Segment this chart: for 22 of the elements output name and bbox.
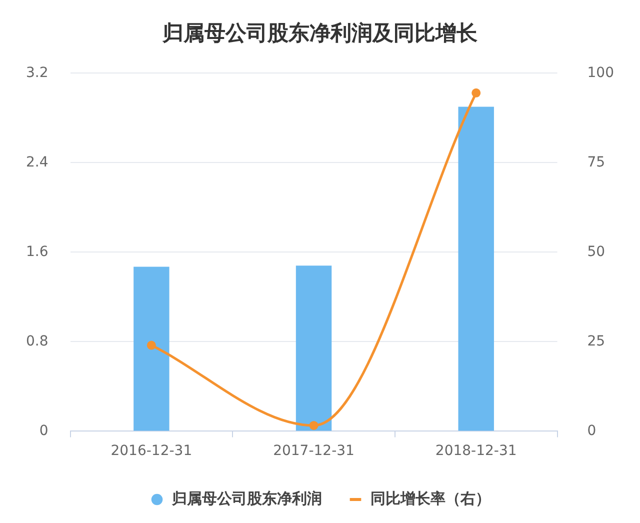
y-tick-label: 2.4: [26, 154, 48, 170]
legend-label: 同比增长率（右）: [370, 489, 490, 508]
point: [146, 340, 156, 350]
legend-label: 归属母公司股东净利润: [171, 489, 322, 508]
y2-tick-label: 25: [587, 333, 606, 350]
y2-tick-label: 100: [587, 64, 614, 81]
point: [309, 420, 318, 430]
x-tick-label: 2018-12-31: [435, 443, 517, 460]
y2-tick-label: 50: [587, 244, 606, 260]
chart-title: 归属母公司股东净利润及同比增长: [162, 21, 478, 46]
y2-tick-label: 0: [587, 422, 596, 439]
y-tick-label: 0: [39, 422, 48, 439]
y-tick-label: 0.8: [26, 333, 48, 350]
y-tick-label: 1.6: [26, 244, 48, 260]
x-tick-label: 2016-12-31: [110, 443, 192, 460]
y2-tick-label: 75: [587, 154, 606, 170]
bar: [296, 266, 332, 431]
y-tick-label: 3.2: [26, 64, 48, 81]
point: [472, 88, 481, 98]
bar: [458, 106, 494, 431]
x-tick-label: 2017-12-31: [273, 443, 354, 460]
bar: [134, 266, 170, 431]
